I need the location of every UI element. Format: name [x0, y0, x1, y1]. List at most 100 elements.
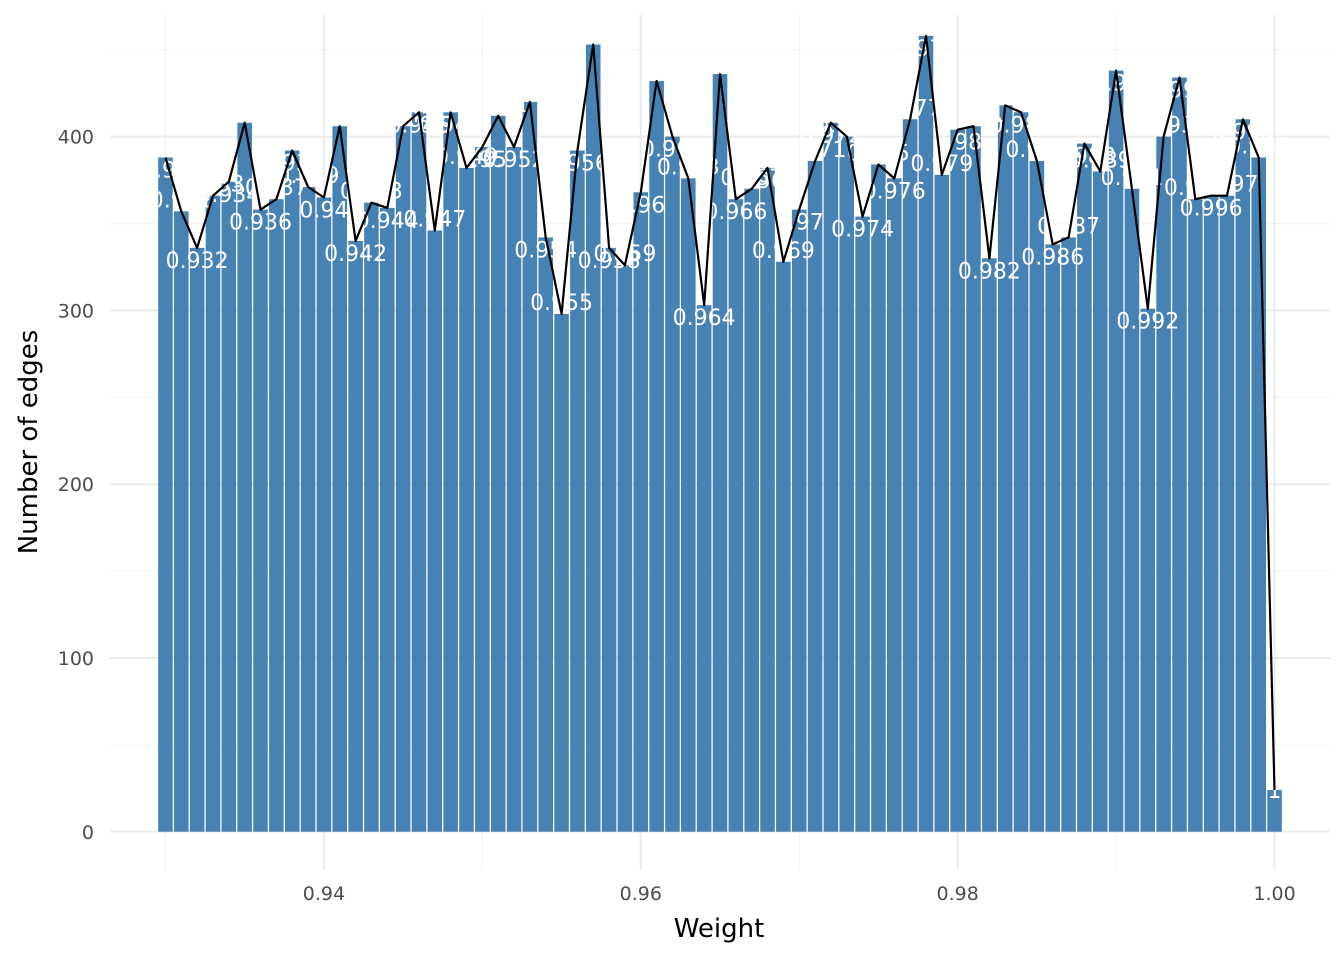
bar — [221, 181, 237, 832]
bar — [1219, 195, 1235, 832]
bar — [1045, 244, 1061, 832]
bar — [475, 147, 490, 832]
bar-label: 0.936 — [229, 211, 292, 236]
bar — [427, 230, 443, 832]
bar — [934, 174, 950, 832]
bar — [997, 105, 1013, 832]
bar — [348, 240, 363, 832]
bar — [744, 188, 759, 832]
bar — [696, 305, 712, 832]
bar — [554, 313, 569, 832]
bar-label: 0.945 — [372, 103, 435, 128]
bar — [189, 247, 205, 832]
bar — [538, 237, 554, 832]
bar — [871, 164, 886, 832]
bar — [205, 195, 221, 832]
bar — [1108, 70, 1124, 832]
bar — [1124, 188, 1140, 832]
y-tick-label: 400 — [58, 127, 94, 149]
y-tick-label: 100 — [58, 648, 94, 670]
y-tick-label: 300 — [58, 300, 94, 322]
y-axis-ticks: 0 100 200 300 400 — [58, 127, 94, 844]
bar — [1140, 308, 1156, 832]
y-tick-label: 200 — [58, 474, 94, 496]
bars — [158, 35, 1282, 832]
bar — [490, 115, 506, 832]
bar-label: 0.972 — [799, 124, 862, 149]
bar — [855, 216, 870, 832]
bar — [982, 258, 997, 832]
bar-label: 0.967 — [720, 166, 783, 191]
bar — [1061, 237, 1076, 832]
bar — [1251, 157, 1266, 832]
bar — [950, 129, 965, 832]
bar — [823, 122, 839, 832]
bar — [902, 119, 918, 832]
bar-label: 0.932 — [166, 249, 229, 274]
bar — [776, 261, 791, 832]
x-tick-label: 1.00 — [1253, 883, 1295, 905]
bar-label: 0.935 — [213, 100, 276, 125]
bar-label: 0.961 — [625, 58, 688, 83]
x-tick-label: 0.96 — [620, 883, 662, 905]
bar-label: 0.953 — [498, 79, 561, 104]
bar — [807, 160, 823, 832]
bar-label: 0.983 — [974, 82, 1037, 107]
bar — [839, 136, 855, 832]
bar-label: 0.941 — [308, 103, 371, 128]
bar — [601, 247, 617, 832]
bar-label: 0.986 — [1021, 245, 1084, 270]
bar — [174, 211, 189, 832]
bar — [253, 209, 268, 832]
bar — [966, 126, 981, 832]
bar — [585, 44, 601, 832]
bar — [918, 35, 934, 832]
bar-label: 0.964 — [673, 306, 736, 331]
bar-label: 0.93 — [141, 159, 190, 184]
bar — [506, 147, 522, 832]
bar — [379, 207, 395, 832]
bar — [332, 126, 348, 832]
trend-line-layer — [164, 34, 1276, 791]
x-axis-ticks: 0.94 0.96 0.98 1.00 — [303, 883, 1296, 905]
bar-label: 0.951 — [467, 93, 530, 118]
trend-line — [164, 34, 1276, 791]
bar — [1092, 171, 1108, 832]
bar-label: 0.94 — [299, 198, 348, 223]
bar-labels: 0.930.9310.9320.9330.9340.9350.9360.9370… — [141, 22, 1290, 805]
bar-label: 0.966 — [704, 200, 767, 225]
bar — [158, 157, 173, 832]
bar — [1013, 112, 1029, 832]
bar — [1188, 199, 1203, 832]
bar — [1156, 136, 1171, 832]
bar-label: 0.992 — [1116, 310, 1179, 335]
bar — [1077, 143, 1092, 832]
bar-label: 0.97 — [775, 211, 824, 236]
bar-label: 0.982 — [958, 259, 1021, 284]
bar-label: 0.974 — [831, 218, 894, 243]
bar — [665, 136, 680, 832]
bar — [1235, 119, 1251, 832]
bar — [316, 197, 332, 832]
x-tick-label: 0.94 — [303, 883, 345, 905]
bar — [1029, 160, 1045, 832]
bar — [1203, 195, 1219, 832]
bar-label: 0.938 — [261, 152, 324, 177]
bar-label: 0.958 — [578, 249, 641, 274]
bar — [395, 126, 411, 832]
bar — [237, 122, 252, 832]
bar-label: 0.962 — [641, 138, 704, 163]
bar — [791, 209, 807, 832]
bar-label: 0.996 — [1180, 197, 1243, 222]
bar — [712, 74, 728, 832]
bar — [681, 178, 696, 832]
bar — [364, 202, 379, 832]
bar-label: 0.95 — [458, 148, 507, 173]
bar-label: 0.933 — [181, 173, 244, 198]
bar — [459, 167, 474, 832]
bar-label: 1 — [1268, 779, 1282, 804]
bar-label: 0.934 — [197, 183, 260, 208]
bar-label: 0.981 — [942, 103, 1005, 128]
bar — [284, 150, 300, 832]
